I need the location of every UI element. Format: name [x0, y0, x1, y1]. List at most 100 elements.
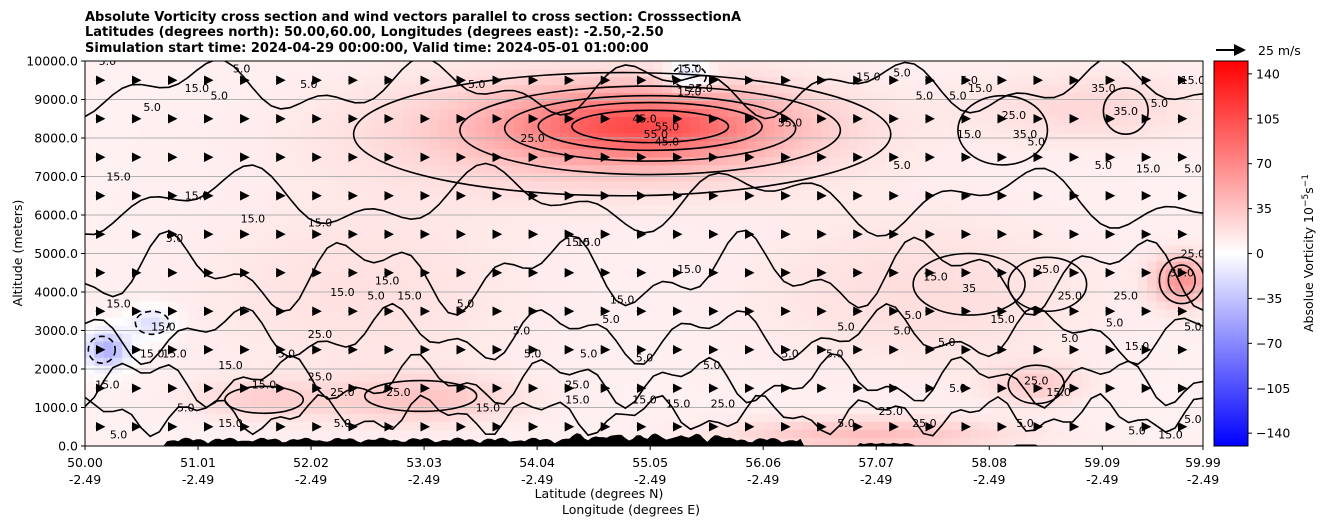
field-cell: [718, 373, 729, 383]
field-cell: [867, 333, 878, 343]
field-cell: [839, 405, 850, 415]
field-cell: [215, 77, 226, 86]
field-cell: [616, 101, 626, 110]
field-cell: [942, 149, 953, 158]
field-cell: [988, 221, 999, 231]
field-cell: [327, 61, 338, 70]
field-cell: [103, 317, 114, 327]
field-cell: [671, 317, 682, 327]
field-cell: [681, 237, 692, 247]
field-cell: [504, 205, 515, 214]
field-cell: [439, 413, 449, 423]
field-cell: [783, 365, 794, 375]
field-cell: [159, 157, 170, 166]
field-cell: [606, 285, 617, 295]
field-cell: [681, 301, 692, 311]
field-cell: [429, 181, 440, 190]
field-cell: [681, 221, 692, 231]
field-cell: [448, 165, 459, 174]
field-cell: [122, 93, 133, 102]
field-cell: [317, 285, 328, 295]
field-cell: [336, 205, 347, 214]
field-cell: [1007, 381, 1018, 391]
field-cell: [448, 93, 459, 102]
field-cell: [532, 413, 543, 423]
field-cell: [783, 181, 794, 190]
field-cell: [411, 93, 421, 102]
field-cell: [159, 357, 170, 367]
field-cell: [1007, 213, 1018, 223]
field-cell: [513, 229, 524, 239]
field-cell: [457, 317, 468, 327]
field-cell: [271, 157, 282, 166]
field-cell: [1016, 373, 1027, 383]
field-cell: [895, 85, 906, 94]
field-cell: [187, 285, 198, 295]
field-cell: [942, 333, 953, 343]
field-cell: [392, 77, 403, 86]
field-cell: [811, 437, 822, 446]
field-cell: [262, 245, 272, 255]
field-cell: [634, 141, 645, 150]
field-cell: [681, 333, 692, 343]
field-cell: [271, 77, 282, 86]
field-cell: [616, 253, 626, 263]
field-cell: [439, 101, 449, 110]
field-cell: [1025, 157, 1036, 166]
field-cell: [578, 277, 589, 287]
field-cell: [895, 277, 906, 287]
field-cell: [373, 429, 384, 439]
field-cell: [336, 61, 347, 70]
field-cell: [653, 261, 664, 271]
field-cell: [252, 333, 263, 343]
field-cell: [914, 253, 925, 263]
field-cell: [494, 357, 505, 367]
field-cell: [932, 221, 943, 231]
field-cell: [457, 285, 468, 295]
field-cell: [439, 229, 449, 239]
field-cell: [830, 381, 841, 391]
field-cell: [848, 293, 859, 303]
field-cell: [280, 197, 291, 206]
field-cell: [504, 117, 515, 126]
field-cell: [420, 389, 431, 399]
field-cell: [522, 309, 533, 319]
field-cell: [932, 77, 943, 86]
field-cell: [904, 397, 915, 407]
field-cell: [466, 285, 477, 295]
field-cell: [150, 173, 161, 182]
field-cell: [569, 357, 580, 367]
field-cell: [998, 301, 1008, 311]
field-cell: [1035, 189, 1046, 198]
field-cell: [355, 293, 366, 303]
field-cell: [271, 301, 282, 311]
field-cell: [653, 309, 664, 319]
field-cell: [485, 261, 496, 271]
field-cell: [327, 85, 338, 94]
field-cell: [793, 213, 803, 223]
field-cell: [401, 413, 412, 423]
field-cell: [998, 221, 1008, 231]
field-cell: [886, 397, 897, 407]
field-cell: [299, 221, 310, 231]
field-cell: [644, 381, 654, 391]
field-cell: [1016, 301, 1027, 311]
field-cell: [206, 333, 217, 343]
field-cell: [336, 101, 347, 110]
field-cell: [355, 157, 366, 166]
field-cell: [392, 141, 403, 150]
field-cell: [383, 389, 394, 399]
field-cell: [383, 93, 394, 102]
field-cell: [224, 357, 235, 367]
field-cell: [327, 245, 338, 255]
field-cell: [737, 285, 748, 295]
field-cell: [560, 77, 571, 86]
field-cell: [699, 125, 710, 134]
field-cell: [94, 189, 105, 198]
field-cell: [103, 85, 114, 94]
field-cell: [662, 245, 673, 255]
field-cell: [345, 77, 356, 86]
field-cell: [988, 205, 999, 214]
field-cell: [876, 309, 887, 319]
field-cell: [373, 285, 384, 295]
